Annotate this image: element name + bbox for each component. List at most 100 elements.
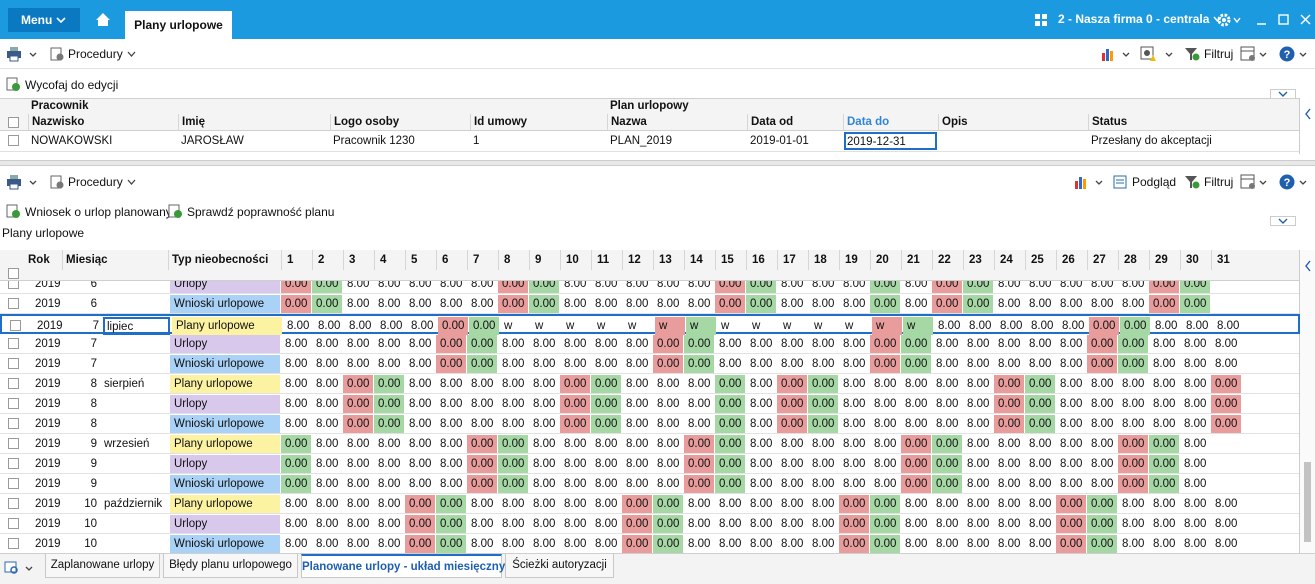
- day-cell[interactable]: 0.00: [870, 535, 900, 553]
- day-cell[interactable]: 8.00: [967, 458, 990, 470]
- day-cell[interactable]: 0.00: [653, 515, 683, 533]
- day-cell[interactable]: w: [597, 320, 606, 332]
- preview-button[interactable]: Podgląd: [1113, 175, 1176, 189]
- day-cell[interactable]: 8.00: [378, 338, 401, 350]
- day-cell[interactable]: 8.00: [347, 298, 370, 310]
- day-cell[interactable]: 0.00: [405, 495, 435, 513]
- day-cell[interactable]: 8.00: [440, 398, 463, 410]
- day-header[interactable]: 30: [1180, 250, 1211, 270]
- day-cell[interactable]: 0.00: [1149, 295, 1179, 313]
- day-cell[interactable]: 8.00: [1029, 298, 1052, 310]
- day-cell[interactable]: 8.00: [936, 418, 959, 430]
- day-cell[interactable]: 8.00: [1153, 338, 1176, 350]
- day-cell[interactable]: 8.00: [1060, 358, 1083, 370]
- day-cell[interactable]: 8.00: [936, 338, 959, 350]
- side-panel-toggle[interactable]: [1299, 98, 1315, 154]
- day-cell[interactable]: 0.00: [1180, 295, 1210, 313]
- day-header[interactable]: 18: [808, 250, 839, 270]
- checkbox[interactable]: [8, 358, 19, 369]
- day-cell[interactable]: 8.00: [657, 281, 680, 290]
- day-cell[interactable]: 0.00: [591, 415, 621, 433]
- day-cell[interactable]: 0.00: [281, 455, 311, 473]
- day-header[interactable]: 28: [1118, 250, 1149, 270]
- day-cell[interactable]: 8.00: [1029, 438, 1052, 450]
- day-cell[interactable]: 8.00: [1060, 458, 1083, 470]
- day-cell[interactable]: 8.00: [595, 281, 618, 290]
- day-cell[interactable]: 8.00: [1060, 378, 1083, 390]
- day-cell[interactable]: 8.00: [998, 358, 1021, 370]
- day-cell[interactable]: 0.00: [870, 515, 900, 533]
- day-cell[interactable]: 8.00: [936, 398, 959, 410]
- day-cell[interactable]: w: [566, 320, 575, 332]
- day-cell[interactable]: 0.00: [870, 335, 900, 353]
- day-cell[interactable]: 8.00: [564, 338, 587, 350]
- day-cell[interactable]: 8.00: [843, 281, 866, 290]
- day-cell[interactable]: 0.00: [281, 281, 311, 293]
- day-cell[interactable]: w: [686, 317, 716, 335]
- company-selector[interactable]: 2 - Nasza firma 0 - centrala: [1058, 12, 1222, 26]
- checkbox[interactable]: [8, 438, 19, 449]
- day-cell[interactable]: 8.00: [688, 398, 711, 410]
- day-cell[interactable]: 8.00: [1122, 378, 1145, 390]
- day-cell[interactable]: w: [903, 317, 933, 335]
- day-cell[interactable]: 0.00: [715, 375, 745, 393]
- request-button[interactable]: Wniosek o urlop planowany: [6, 204, 172, 219]
- day-header[interactable]: 6: [436, 250, 467, 270]
- day-cell[interactable]: 8.00: [874, 458, 897, 470]
- day-cell[interactable]: 8.00: [440, 438, 463, 450]
- day-header[interactable]: 12: [622, 250, 653, 270]
- day-cell[interactable]: 8.00: [781, 478, 804, 490]
- day-cell[interactable]: 8.00: [564, 498, 587, 510]
- day-cell[interactable]: 0.00: [591, 395, 621, 413]
- day-cell[interactable]: 8.00: [967, 518, 990, 530]
- day-cell[interactable]: 8.00: [781, 298, 804, 310]
- day-cell[interactable]: 8.00: [380, 320, 403, 332]
- day-cell[interactable]: 8.00: [1091, 438, 1114, 450]
- day-header[interactable]: 17: [777, 250, 808, 270]
- day-header[interactable]: 4: [374, 250, 405, 270]
- day-cell[interactable]: w: [535, 320, 544, 332]
- day-header[interactable]: 31: [1211, 250, 1242, 270]
- day-cell[interactable]: 0.00: [498, 295, 528, 313]
- day-cell[interactable]: 8.00: [688, 281, 711, 290]
- day-cell[interactable]: 0.00: [994, 415, 1024, 433]
- day-cell[interactable]: 0.00: [901, 455, 931, 473]
- day-cell[interactable]: 8.00: [316, 438, 339, 450]
- day-cell[interactable]: 8.00: [1060, 478, 1083, 490]
- day-cell[interactable]: 8.00: [936, 518, 959, 530]
- day-cell[interactable]: 8.00: [1029, 538, 1052, 550]
- day-header[interactable]: 25: [1025, 250, 1056, 270]
- menu-button[interactable]: Menu: [8, 8, 80, 32]
- day-cell[interactable]: 8.00: [843, 378, 866, 390]
- day-cell[interactable]: 0.00: [1087, 535, 1117, 553]
- day-cell[interactable]: 8.00: [998, 518, 1021, 530]
- day-cell[interactable]: 0.00: [498, 435, 528, 453]
- day-cell[interactable]: 8.00: [1184, 458, 1207, 470]
- day-cell[interactable]: 0.00: [1149, 475, 1179, 493]
- day-cell[interactable]: 8.00: [564, 281, 587, 290]
- day-cell[interactable]: 8.00: [1091, 418, 1114, 430]
- day-cell[interactable]: 8.00: [719, 518, 742, 530]
- day-cell[interactable]: 8.00: [1184, 358, 1207, 370]
- day-cell[interactable]: 8.00: [781, 458, 804, 470]
- day-cell[interactable]: 8.00: [626, 338, 649, 350]
- day-cell[interactable]: 8.00: [843, 338, 866, 350]
- day-cell[interactable]: 0.00: [529, 295, 559, 313]
- day-cell[interactable]: 8.00: [347, 338, 370, 350]
- day-cell[interactable]: 8.00: [750, 438, 773, 450]
- day-cell[interactable]: 8.00: [843, 438, 866, 450]
- day-cell[interactable]: 0.00: [374, 395, 404, 413]
- checkbox[interactable]: [8, 498, 19, 509]
- day-cell[interactable]: 8.00: [998, 478, 1021, 490]
- day-cell[interactable]: 8.00: [1153, 358, 1176, 370]
- day-cell[interactable]: 8.00: [316, 418, 339, 430]
- day-cell[interactable]: 8.00: [905, 498, 928, 510]
- day-cell[interactable]: 8.00: [316, 518, 339, 530]
- day-cell[interactable]: 0.00: [312, 295, 342, 313]
- day-cell[interactable]: 8.00: [657, 398, 680, 410]
- day-cell[interactable]: 8.00: [750, 398, 773, 410]
- day-cell[interactable]: 8.00: [626, 398, 649, 410]
- day-cell[interactable]: 8.00: [316, 398, 339, 410]
- view-button[interactable]: [4, 560, 38, 576]
- day-cell[interactable]: 0.00: [1211, 395, 1241, 413]
